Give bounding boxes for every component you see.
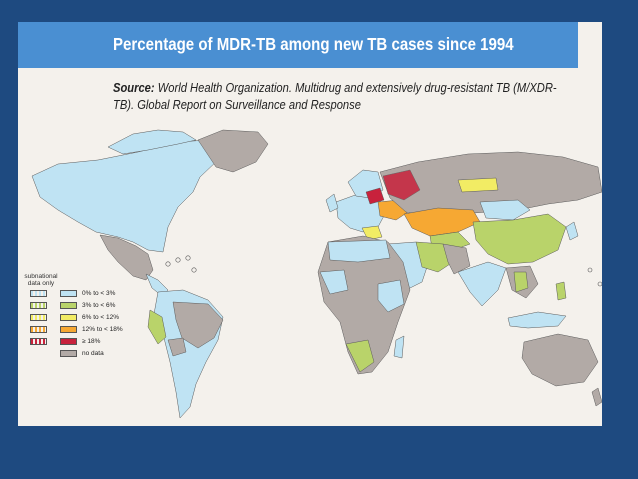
map-island-marker bbox=[185, 255, 191, 261]
legend-label: 0% to < 3% bbox=[82, 290, 116, 297]
map-madagascar bbox=[393, 335, 405, 359]
legend-label: 3% to < 6% bbox=[82, 302, 116, 309]
world-map bbox=[31, 129, 602, 419]
map-baltics bbox=[365, 187, 385, 205]
map-russia-subnational-yellow bbox=[457, 177, 499, 193]
legend-swatch bbox=[60, 338, 77, 345]
legend-label: 12% to < 18% bbox=[82, 326, 123, 333]
map-southern-africa bbox=[345, 339, 375, 373]
map-uk bbox=[325, 193, 339, 213]
map-australia bbox=[521, 333, 599, 387]
map-canada-arctic bbox=[107, 129, 197, 155]
legend-subnational-swatch bbox=[30, 290, 47, 297]
map-india bbox=[457, 261, 507, 307]
page-title: Percentage of MDR-TB among new TB cases … bbox=[113, 34, 514, 54]
legend-subnational-swatch bbox=[30, 314, 47, 321]
map-greenland bbox=[197, 129, 269, 173]
source-text: World Health Organization. Multidrug and… bbox=[113, 80, 557, 112]
legend-label: no data bbox=[82, 350, 104, 357]
map-island-marker bbox=[587, 267, 593, 273]
legend-swatch bbox=[60, 302, 77, 309]
map-iran bbox=[415, 241, 454, 273]
map-new-zealand bbox=[591, 387, 602, 407]
legend-subnational-swatch bbox=[30, 326, 47, 333]
legend-swatch bbox=[60, 290, 77, 297]
title-bar: Percentage of MDR-TB among new TB cases … bbox=[18, 22, 578, 68]
map-east-africa bbox=[377, 279, 405, 313]
map-bolivia bbox=[167, 337, 187, 357]
legend-label: ≥ 18% bbox=[82, 338, 101, 345]
map-kazakhstan bbox=[403, 207, 481, 237]
map-philippines bbox=[555, 281, 567, 301]
map-afghanistan-pakistan bbox=[442, 243, 471, 275]
map-brazil bbox=[172, 301, 224, 349]
map-mongolia bbox=[479, 199, 531, 221]
map-island-marker bbox=[175, 257, 181, 263]
map-legend: subnational data only 0% to < 3% 3% to <… bbox=[20, 271, 123, 381]
map-mexico bbox=[99, 234, 154, 281]
legend-label: 6% to < 12% bbox=[82, 314, 120, 321]
map-indonesia bbox=[507, 311, 567, 329]
map-korea-japan bbox=[565, 221, 579, 241]
map-russia-subnational-west bbox=[382, 169, 421, 201]
map-island-marker bbox=[597, 281, 602, 287]
map-north-america bbox=[31, 139, 219, 253]
map-peru bbox=[147, 309, 167, 345]
map-island-marker bbox=[165, 261, 171, 267]
legend-subnational-swatch bbox=[30, 338, 47, 345]
legend-swatch bbox=[60, 314, 77, 321]
legend-swatch bbox=[60, 350, 77, 357]
legend-swatch bbox=[60, 326, 77, 333]
legend-subnational-label: subnational data only bbox=[24, 273, 58, 287]
map-thailand-myanmar bbox=[513, 271, 529, 293]
source-label: Source: bbox=[113, 80, 155, 95]
map-west-africa bbox=[319, 269, 349, 295]
map-island-marker bbox=[191, 267, 197, 273]
map-china bbox=[472, 213, 567, 265]
legend-subnational-swatch bbox=[30, 302, 47, 309]
slide: Percentage of MDR-TB among new TB cases … bbox=[18, 22, 602, 426]
map-balkans bbox=[361, 225, 383, 241]
source-note: Source: World Health Organization. Multi… bbox=[113, 79, 577, 113]
map-north-africa bbox=[327, 239, 391, 263]
